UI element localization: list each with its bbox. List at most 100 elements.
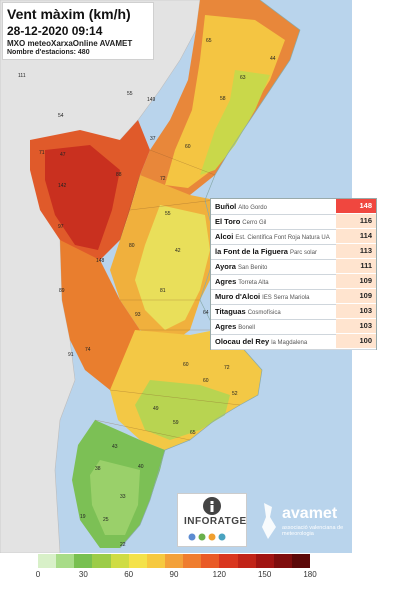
legend-tick: 0 — [35, 570, 41, 579]
ranking-row[interactable]: Ayora San Benito 111 — [211, 259, 376, 275]
station-value-label: 63 — [240, 75, 246, 81]
station-value-label: 60 — [203, 378, 209, 384]
region-borders — [94, 149, 241, 441]
ranking-value: 116 — [336, 214, 376, 228]
legend-tick: 150 — [257, 570, 272, 579]
ranking-station-name: Buñol Alto Gordo — [215, 202, 267, 211]
map-canvas[interactable]: 111 55 149 54 47 71 88 142 97 89 91 74 148 80 65 63 58 60… — [0, 0, 352, 553]
avamet-logo[interactable]: avamet associació valenciana de meteorol… — [256, 497, 346, 543]
legend-tick: 120 — [212, 570, 227, 579]
ranking-value: 103 — [336, 319, 376, 333]
legend-swatch — [92, 554, 111, 568]
legend-swatch — [38, 554, 57, 568]
ranking-row[interactable]: Agres Torreta Alta 109 — [211, 274, 376, 290]
ranking-value: 103 — [336, 304, 376, 318]
ranking-station-name: Agres Bonell — [215, 322, 255, 331]
ranking-station-name: Agres Torreta Alta — [215, 277, 269, 286]
station-value-label: 42 — [175, 248, 181, 254]
station-value-label: 38 — [95, 466, 101, 472]
station-value-label: 74 — [85, 347, 91, 353]
ranking-row[interactable]: Alcoi Est. Científica Font Roja Natura UA… — [211, 229, 376, 245]
station-value-label: 33 — [120, 494, 126, 500]
station-value-label: 44 — [270, 56, 276, 62]
ranking-station-name: Ayora San Benito — [215, 262, 268, 271]
station-value-label: 59 — [173, 420, 179, 426]
station-value-label: 64 — [203, 310, 209, 316]
avamet-subtitle: associació valenciana de meteorologia — [282, 525, 344, 537]
legend-tick: 180 — [303, 570, 317, 579]
ranking-row[interactable]: Agres Bonell 103 — [211, 319, 376, 335]
station-value-label: 97 — [58, 224, 64, 230]
station-value-label: 65 — [190, 430, 196, 436]
map-datetime: 28-12-2020 09:14 — [7, 24, 103, 38]
region-south-green — [135, 380, 230, 440]
legend-swatch — [164, 554, 184, 568]
legend-tick: 90 — [169, 570, 179, 579]
ranking-station-name: Muro d'Alcoi IES Serra Mariola — [215, 292, 310, 301]
legend-ticks: 0 30 60 90 120 150 180 — [0, 570, 414, 582]
station-value-label: 40 — [138, 464, 144, 470]
map-title: Vent màxim (km/h) — [7, 6, 131, 22]
ranking-row[interactable]: Muro d'Alcoi IES Serra Mariola 109 — [211, 289, 376, 305]
station-value-label: 19 — [80, 514, 86, 520]
ranking-value: 148 — [336, 199, 376, 213]
ranking-row[interactable]: El Toro Cerro Gil 116 — [211, 214, 376, 230]
ranking-value: 114 — [336, 229, 376, 243]
ranking-row[interactable]: Olocau del Rey la Magdalena 100 — [211, 334, 376, 350]
ranking-value: 113 — [336, 244, 376, 258]
station-count: Nombre d'estacions: 480 — [7, 49, 90, 56]
station-value-label: 25 — [103, 517, 109, 523]
legend-swatch — [146, 554, 165, 568]
station-value-label: 149 — [147, 97, 156, 103]
ranking-row[interactable]: Titaguas Cosmofísica 103 — [211, 304, 376, 320]
station-value-label: 60 — [183, 362, 189, 368]
ranking-value: 109 — [336, 274, 376, 288]
region-north-inner — [165, 15, 285, 188]
ranking-value: 100 — [336, 334, 376, 348]
legend-swatch — [273, 554, 292, 568]
station-value-label: 54 — [58, 113, 64, 119]
station-value-label: 58 — [220, 96, 226, 102]
legend-swatch — [183, 554, 202, 568]
region-southwest — [60, 240, 140, 390]
ranking-row[interactable]: la Font de la Figuera Parc solar 113 — [211, 244, 376, 260]
legend-swatch — [219, 554, 238, 568]
station-value-label: 80 — [129, 243, 135, 249]
station-value-label: 81 — [160, 288, 166, 294]
map-source: MXO meteoXarxaOnline AVAMET — [7, 39, 133, 48]
station-value-label: 52 — [232, 391, 238, 397]
ranking-value: 109 — [336, 289, 376, 303]
inforatge-text: INFORATGE — [184, 516, 247, 527]
station-value-label: 37 — [150, 136, 156, 142]
station-value-label: 72 — [160, 176, 166, 182]
legend-swatch — [201, 554, 220, 568]
station-value-label: 89 — [59, 288, 65, 294]
legend-swatch — [128, 554, 147, 568]
legend-swatch — [110, 554, 129, 568]
ranking-value: 111 — [336, 259, 376, 273]
ranking-row[interactable]: Buñol Alto Gordo 148 — [211, 199, 376, 215]
coastline — [119, 0, 301, 549]
ranking-station-name: Olocau del Rey la Magdalena — [215, 337, 308, 346]
station-value-label: 148 — [96, 258, 105, 264]
station-value-label: 60 — [185, 144, 191, 150]
inforatge-logo[interactable]: INFORATGE — [177, 493, 247, 547]
legend-swatch — [56, 554, 75, 568]
station-value-label: 72 — [224, 365, 230, 371]
station-value-label: 142 — [58, 183, 67, 189]
station-value-label: 43 — [112, 444, 118, 450]
legend-tick: 60 — [124, 570, 134, 579]
station-value-label: 111 — [18, 73, 26, 79]
map-frame: 111 55 149 54 47 71 88 142 97 89 91 74 148 80 65 63 58 60… — [0, 0, 352, 553]
ranking-station-name: la Font de la Figuera Parc solar — [215, 247, 317, 256]
ranking-station-name: Alcoi Est. Científica Font Roja Natura UA — [215, 232, 330, 241]
station-value-label: 22 — [120, 542, 126, 548]
station-value-label: 49 — [153, 406, 159, 412]
legend-swatch — [291, 554, 311, 568]
region-west-hot — [45, 145, 120, 250]
station-value-label: 55 — [165, 211, 171, 217]
legend-swatch — [237, 554, 256, 568]
legend-tick: 30 — [78, 570, 88, 579]
legend-swatch — [74, 554, 93, 568]
station-value-label: 55 — [127, 91, 133, 97]
